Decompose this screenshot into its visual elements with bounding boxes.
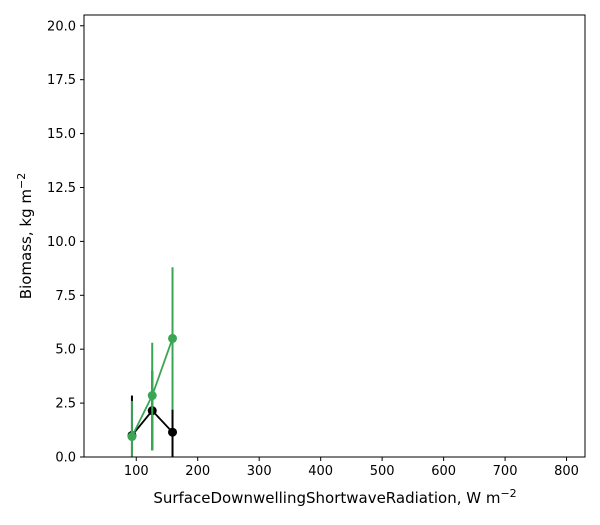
plot-frame [83,14,586,458]
data-point [127,432,137,442]
x-tick-label: 600 [431,464,456,479]
y-tick-label: 2.5 [55,397,76,412]
y-tick-label: 7.5 [55,289,76,304]
y-tick-label: 0.0 [55,451,76,466]
ticks: 100 200 300 400 500 600 700 800 0.0 2.5 5.0 7.5 10.0… [47,19,579,479]
y-axis-label: Biomass, kg m−2 [15,173,35,299]
y-tick-label: 20.0 [47,19,76,34]
series-green [127,267,178,457]
x-axis-label: SurfaceDownwellingShortwaveRadiation, W … [153,487,516,507]
data-point [168,333,178,343]
x-tick-label: 800 [554,464,579,479]
data-point [147,391,157,401]
y-tick-label: 17.5 [47,73,76,88]
x-tick-label: 100 [124,464,149,479]
x-tick-label: 300 [247,464,272,479]
y-tick-label: 5.0 [55,343,76,358]
x-tick-label: 400 [308,464,333,479]
y-tick-label: 15.0 [47,127,76,142]
x-tick-label: 200 [185,464,210,479]
y-tick-label: 12.5 [47,181,76,196]
x-tick-label: 500 [370,464,395,479]
y-tick-label: 10.0 [47,235,76,250]
data-point [168,427,178,437]
series-layer [127,267,178,457]
x-tick-label: 700 [493,464,518,479]
